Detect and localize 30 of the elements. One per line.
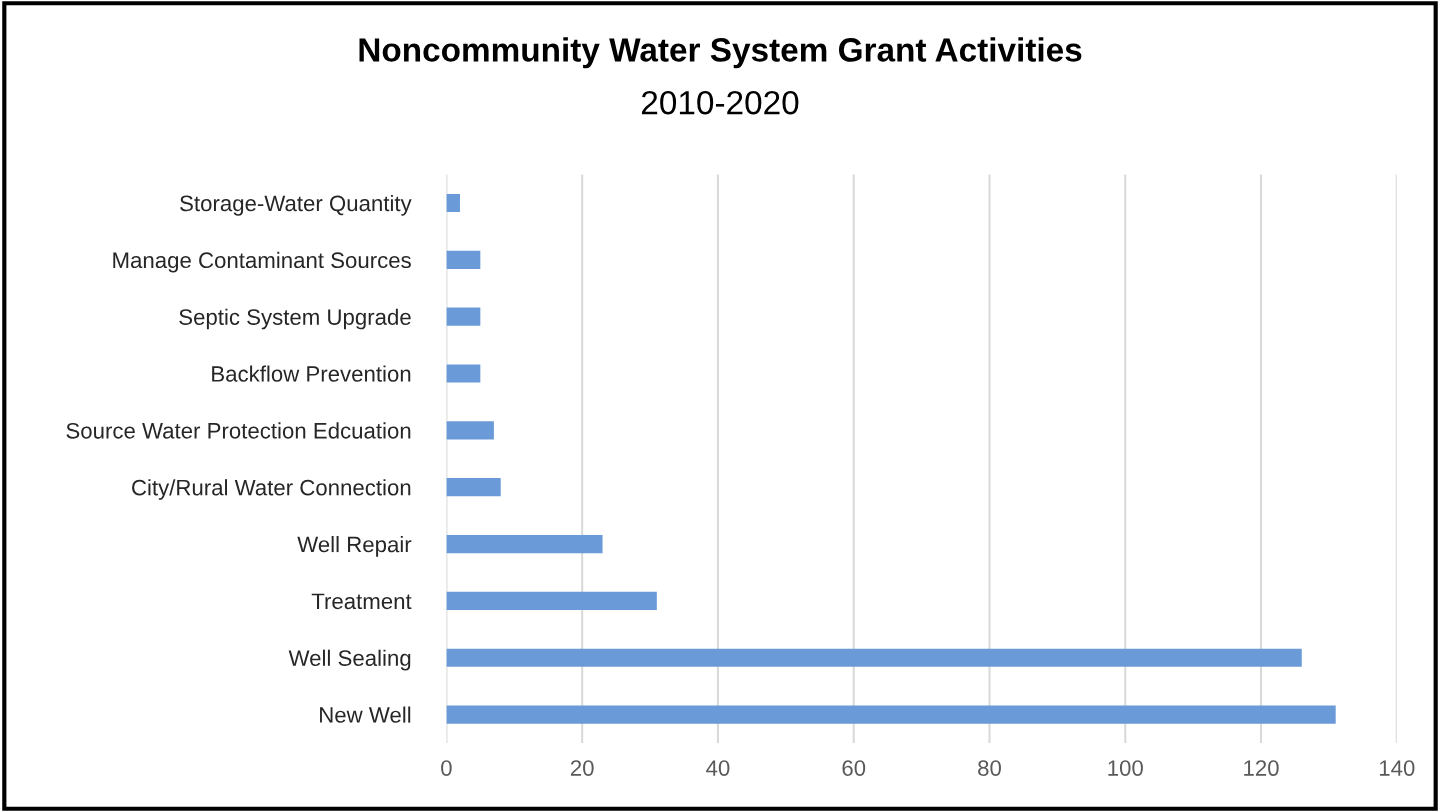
x-tick-label: 20 [570, 760, 594, 776]
y-tick-label: Treatment [311, 593, 412, 610]
chart-title: Noncommunity Water System Grant Activities [359, 37, 1082, 69]
x-tick-label: 120 [1244, 760, 1279, 776]
y-tick-label: Source Water Protection Edcuation [66, 422, 411, 439]
bar [446, 193, 460, 213]
bar [446, 591, 657, 610]
x-tick-label: 140 [1379, 760, 1415, 776]
bar [446, 250, 481, 269]
bar [446, 421, 494, 440]
x-tick-label: 0 [441, 760, 452, 776]
bar [446, 705, 1336, 724]
x-tick-label: 40 [706, 760, 730, 776]
x-tick-label: 60 [842, 760, 866, 776]
bar [446, 648, 1302, 667]
y-tick-label: Storage-Water Quantity [180, 194, 412, 216]
y-tick-label: City/Rural Water Connection [132, 479, 411, 500]
bar [446, 534, 603, 554]
y-tick-label: Well Repair [297, 535, 412, 557]
y-tick-label: Well Sealing [288, 649, 411, 671]
bar [446, 307, 481, 326]
x-tick-label: 100 [1108, 760, 1143, 776]
bar [446, 364, 481, 383]
x-tick-label: 80 [978, 760, 1001, 776]
bar [446, 478, 501, 497]
y-tick-label: New Well [320, 706, 411, 723]
chart-subtitle: 2010-2020 [641, 90, 799, 115]
y-tick-label: Backflow Prevention [212, 365, 411, 382]
y-tick-label: Septic System Upgrade [179, 308, 411, 330]
y-tick-label: Manage Contaminant Sources [113, 251, 411, 273]
